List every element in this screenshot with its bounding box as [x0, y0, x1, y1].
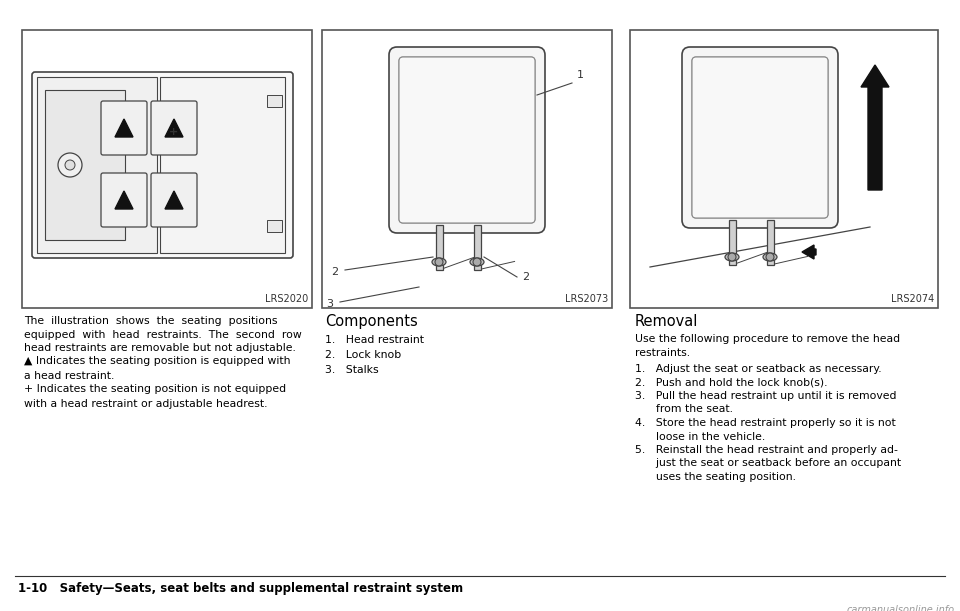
Text: +: +: [169, 127, 179, 137]
Text: The  illustration  shows  the  seating  positions: The illustration shows the seating posit…: [24, 316, 277, 326]
Ellipse shape: [470, 258, 484, 266]
Bar: [436, 225, 443, 270]
Text: 4.   Store the head restraint properly so it is not: 4. Store the head restraint properly so …: [635, 418, 896, 428]
Text: 2: 2: [331, 267, 338, 277]
Circle shape: [728, 253, 736, 261]
Text: head restraints are removable but not adjustable.: head restraints are removable but not ad…: [24, 343, 296, 353]
Circle shape: [58, 153, 82, 177]
FancyBboxPatch shape: [389, 47, 545, 233]
Text: from the seat.: from the seat.: [635, 404, 733, 414]
FancyBboxPatch shape: [101, 173, 147, 227]
Text: 2.   Push and hold the lock knob(s).: 2. Push and hold the lock knob(s).: [635, 378, 828, 387]
Text: + Indicates the seating position is not equipped: + Indicates the seating position is not …: [24, 384, 286, 395]
Text: ▲ Indicates the seating position is equipped with: ▲ Indicates the seating position is equi…: [24, 356, 291, 367]
Text: Use the following procedure to remove the head: Use the following procedure to remove th…: [635, 334, 900, 344]
Polygon shape: [115, 119, 133, 137]
Text: just the seat or seatback before an occupant: just the seat or seatback before an occu…: [635, 458, 901, 469]
Bar: [267, 95, 282, 107]
Text: Components: Components: [325, 314, 418, 329]
Polygon shape: [861, 65, 889, 190]
Bar: [630, 30, 938, 308]
Polygon shape: [165, 191, 183, 209]
Circle shape: [435, 258, 443, 266]
Text: 3.   Pull the head restraint up until it is removed: 3. Pull the head restraint up until it i…: [635, 391, 897, 401]
FancyBboxPatch shape: [692, 57, 828, 218]
Text: 1-10   Safety—Seats, seat belts and supplemental restraint system: 1-10 Safety—Seats, seat belts and supple…: [18, 582, 463, 595]
Circle shape: [766, 253, 774, 261]
Ellipse shape: [432, 258, 446, 266]
Text: loose in the vehicle.: loose in the vehicle.: [635, 431, 765, 442]
Bar: [45, 90, 125, 240]
Text: uses the seating position.: uses the seating position.: [635, 472, 796, 482]
Text: 2.   Lock knob: 2. Lock knob: [325, 350, 401, 360]
Polygon shape: [802, 245, 816, 259]
Bar: [22, 30, 312, 308]
Bar: [474, 225, 481, 270]
Bar: [729, 220, 736, 265]
Bar: [267, 220, 282, 232]
Text: 2: 2: [522, 272, 529, 282]
Ellipse shape: [725, 253, 739, 261]
FancyBboxPatch shape: [682, 47, 838, 228]
Circle shape: [65, 160, 75, 170]
Text: a head restraint.: a head restraint.: [24, 371, 114, 381]
Ellipse shape: [763, 253, 777, 261]
Circle shape: [473, 258, 481, 266]
Polygon shape: [165, 119, 183, 137]
Text: 5.   Reinstall the head restraint and properly ad-: 5. Reinstall the head restraint and prop…: [635, 445, 898, 455]
Text: 3: 3: [326, 299, 333, 309]
FancyBboxPatch shape: [151, 173, 197, 227]
Bar: [37, 77, 157, 253]
Text: 3.   Stalks: 3. Stalks: [325, 365, 378, 375]
FancyBboxPatch shape: [32, 72, 293, 258]
Text: LRS2073: LRS2073: [564, 294, 608, 304]
Text: LRS2074: LRS2074: [891, 294, 934, 304]
Polygon shape: [115, 191, 133, 209]
Text: carmanualsonline.info: carmanualsonline.info: [847, 605, 955, 611]
Text: 1.   Head restraint: 1. Head restraint: [325, 335, 424, 345]
Text: Removal: Removal: [635, 314, 698, 329]
FancyBboxPatch shape: [151, 101, 197, 155]
Text: 1.   Adjust the seat or seatback as necessary.: 1. Adjust the seat or seatback as necess…: [635, 364, 881, 374]
FancyBboxPatch shape: [399, 57, 535, 223]
Text: equipped  with  head  restraints.  The  second  row: equipped with head restraints. The secon…: [24, 329, 301, 340]
Bar: [160, 77, 285, 253]
FancyBboxPatch shape: [101, 101, 147, 155]
Text: LRS2020: LRS2020: [265, 294, 308, 304]
Bar: [767, 220, 774, 265]
Text: 1: 1: [577, 70, 584, 80]
Text: with a head restraint or adjustable headrest.: with a head restraint or adjustable head…: [24, 399, 268, 409]
Text: restraints.: restraints.: [635, 348, 690, 358]
Bar: [322, 30, 612, 308]
